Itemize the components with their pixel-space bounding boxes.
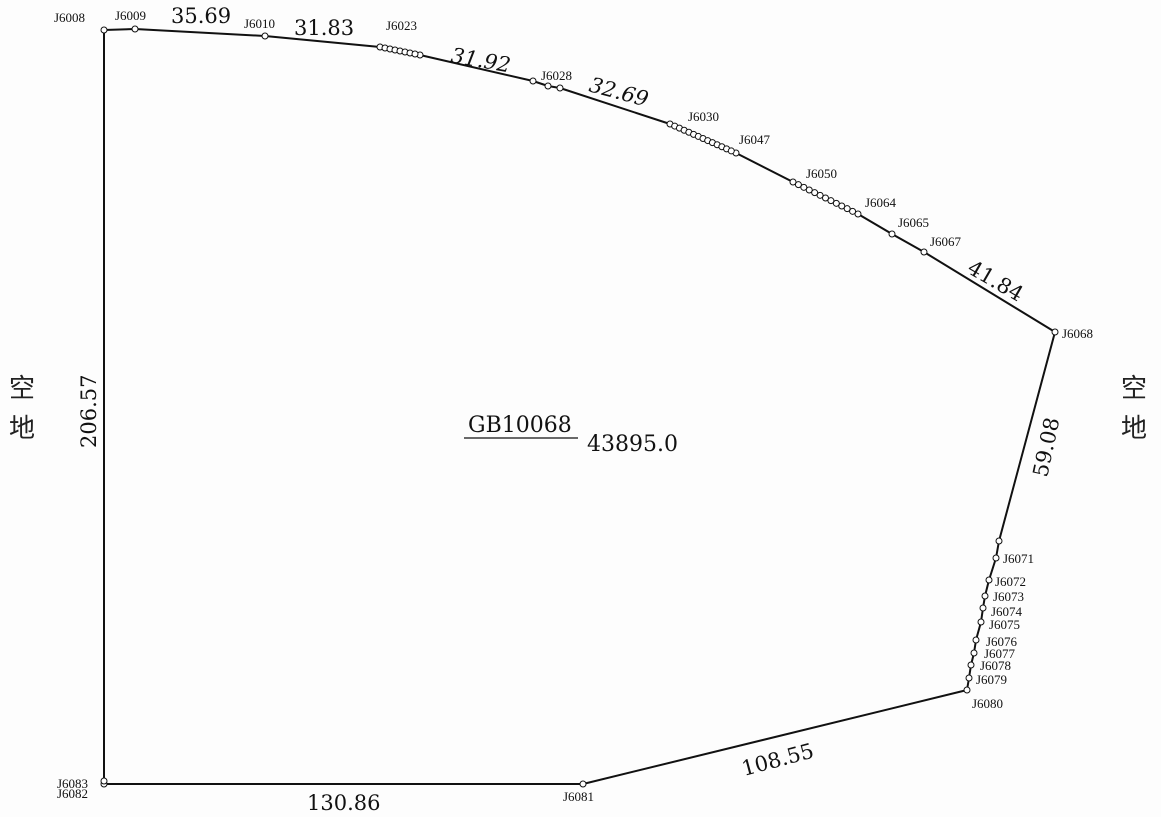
vertex-marker [992,554,1000,562]
vertex-marker [131,25,139,33]
vertex-marker [888,230,896,238]
point-label-J6067: J6067 [930,234,962,249]
point-label-J6076: J6076 [986,634,1018,649]
left-neighbor-char-2: 地 [9,414,35,444]
point-label-J6078: J6078 [980,658,1011,673]
edge-length-label: 59.08 [1028,415,1064,479]
parcel-boundary [103,28,1056,785]
point-label-J6079: J6079 [976,672,1007,687]
point-labels: J6008 J6009 J6010 J6023 J6028 J6030 J604… [54,8,1093,804]
point-label-J6080: J6080 [972,696,1003,711]
point-label-J6010: J6010 [244,16,275,31]
vertex-marker [827,197,835,205]
vertex-marker [970,649,978,657]
vertex-marker [544,82,552,90]
edge-length-label: 31.92 [449,43,512,77]
vertex-marker [981,592,989,600]
vertex-marker [920,248,928,256]
vertex-marker [977,618,985,626]
vertex-marker [822,194,829,202]
point-label-J6008: J6008 [54,10,85,25]
vertex-marker [727,147,735,155]
point-label-J6072: J6072 [995,574,1026,589]
vertex-marker [579,780,587,788]
edge-length-label: 35.69 [171,4,231,28]
vertex-marker [789,178,797,186]
vertex-marker [800,183,808,191]
vertex-marker [100,26,108,34]
edge-length-label: 108.55 [739,739,816,781]
parcel-area: 43895.0 [587,432,678,457]
point-label-J6050: J6050 [806,166,837,181]
edge-length-label: 31.83 [294,16,354,40]
vertex-marker [100,777,108,785]
vertex-marker [816,191,824,199]
point-label-J6047: J6047 [739,132,771,147]
vertex-marker [963,686,971,694]
point-label-J6073: J6073 [993,589,1024,604]
right-neighbor-char-2: 地 [1121,414,1147,444]
vertex-marker [794,181,802,189]
side-annotations: 空 地 空 地 [9,374,1147,444]
vertex-marker [1051,328,1059,336]
point-label-J6083: J6083 [57,776,88,791]
parcel-id: GB10068 [468,413,572,438]
vertex-layer [100,25,1059,788]
vertex-marker [838,202,846,210]
point-label-J6071: J6071 [1003,551,1034,566]
edge-length-labels: 35.69 31.83 31.92 32.69 41.84 59.08 108.… [77,4,1064,815]
vertex-marker [854,210,862,218]
parcel-boundary-layer [103,28,1056,785]
vertex-marker [556,84,564,92]
point-label-J6068: J6068 [1062,326,1093,341]
left-neighbor-char-1: 空 [9,374,35,404]
point-label-J6030: J6030 [688,109,719,124]
point-label-J6028: J6028 [541,68,572,83]
vertex-marker [979,604,987,612]
parcel-annotation: GB10068 43895.0 [464,413,678,457]
point-label-J6023: J6023 [386,18,417,33]
vertex-marker [849,207,857,215]
right-neighbor-char-1: 空 [1121,374,1147,404]
point-label-J6077: J6077 [984,646,1016,661]
point-label-J6074: J6074 [991,604,1023,619]
point-label-J6082: J6082 [57,786,88,801]
vertex-marker [832,199,840,207]
point-label-J6065: J6065 [898,215,929,230]
vertex-marker [972,636,980,644]
vertex-marker [411,50,419,58]
point-label-J6081: J6081 [563,789,594,804]
vertex-marker [529,77,537,85]
point-label-J6075: J6075 [989,617,1020,632]
vertex-marker [985,576,993,584]
edge-length-label: 41.84 [964,256,1028,307]
vertex-marker [805,186,813,194]
vertex-marker [261,32,269,40]
vertex-marker [995,537,1003,545]
edge-length-label: 32.69 [587,73,651,112]
edge-length-label: 206.57 [77,375,101,448]
point-label-J6009: J6009 [115,8,146,23]
vertex-marker [965,674,973,682]
edge-length-label: 130.86 [307,791,380,815]
vertex-marker [967,661,975,669]
vertex-marker [843,205,851,213]
point-label-J6064: J6064 [865,195,897,210]
vertex-marker [811,189,819,197]
